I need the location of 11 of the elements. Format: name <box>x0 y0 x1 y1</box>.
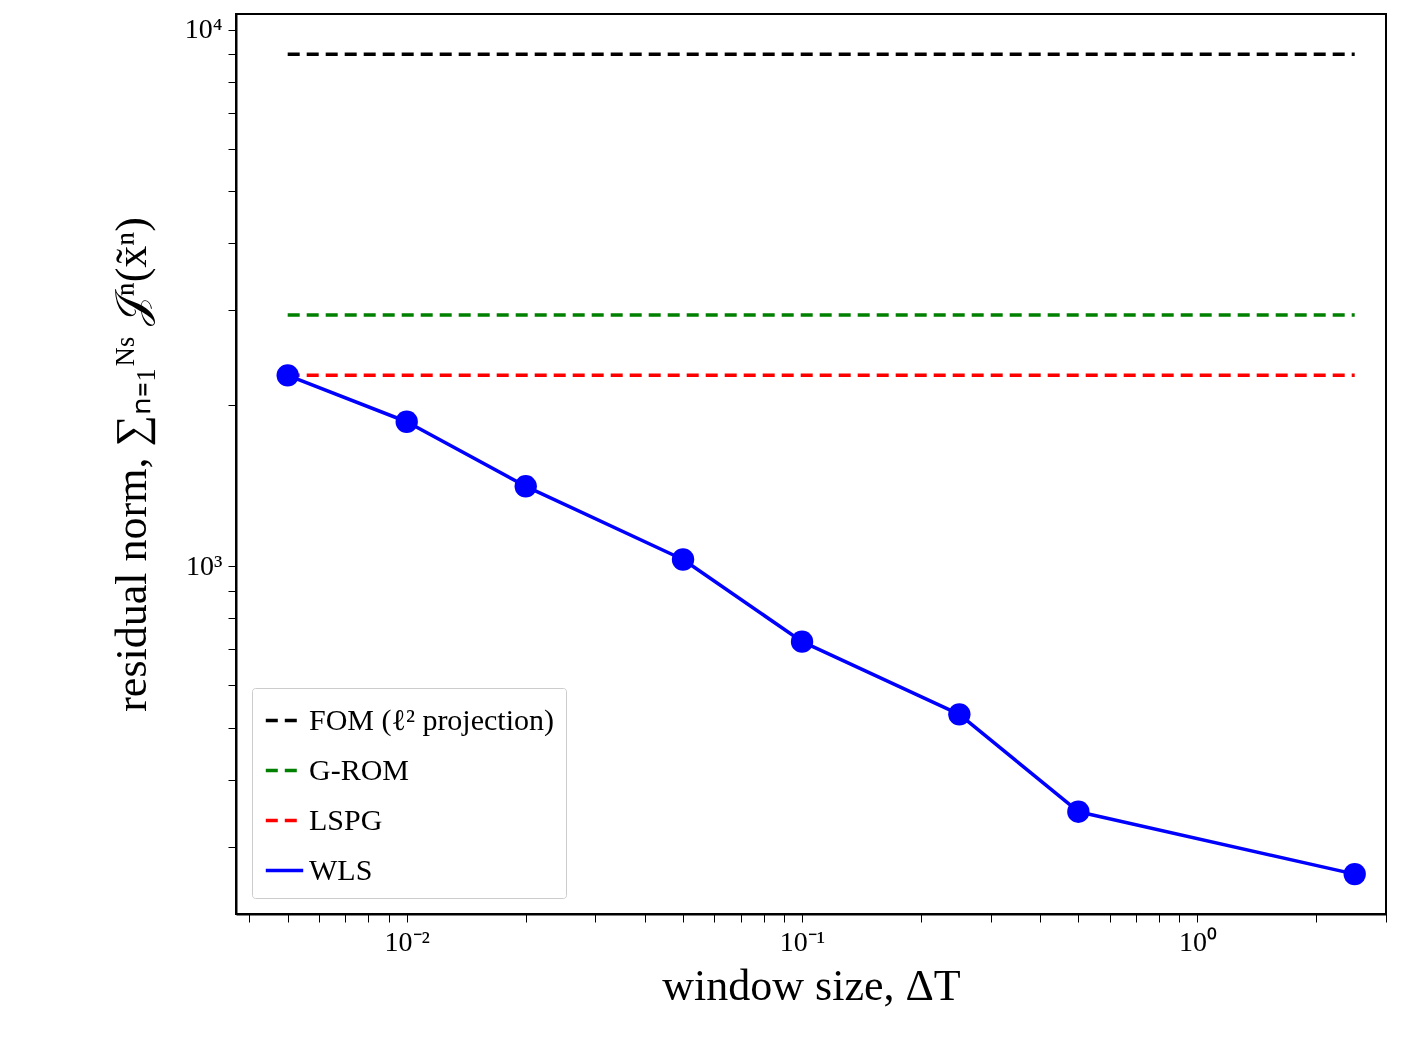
legend-label: LSPG <box>309 802 383 836</box>
legend-label: G-ROM <box>309 752 410 786</box>
x-axis-title: window size, ΔT <box>662 960 961 1010</box>
x-tick-label: 10⁰ <box>1178 925 1217 957</box>
x-tick-label: 10⁻¹ <box>779 925 826 957</box>
legend-label: WLS <box>309 852 373 886</box>
x-tick-label: 10⁻² <box>384 925 430 957</box>
y-axis-title: residual norm, ∑ₙ₌₁ᴺˢ 𝒥ⁿ(x̃ⁿ) <box>106 217 156 712</box>
y-tick-label: 10⁴ <box>184 13 223 45</box>
legend-label: FOM (ℓ² projection) <box>309 702 554 737</box>
y-tick-label: 10³ <box>186 549 223 581</box>
